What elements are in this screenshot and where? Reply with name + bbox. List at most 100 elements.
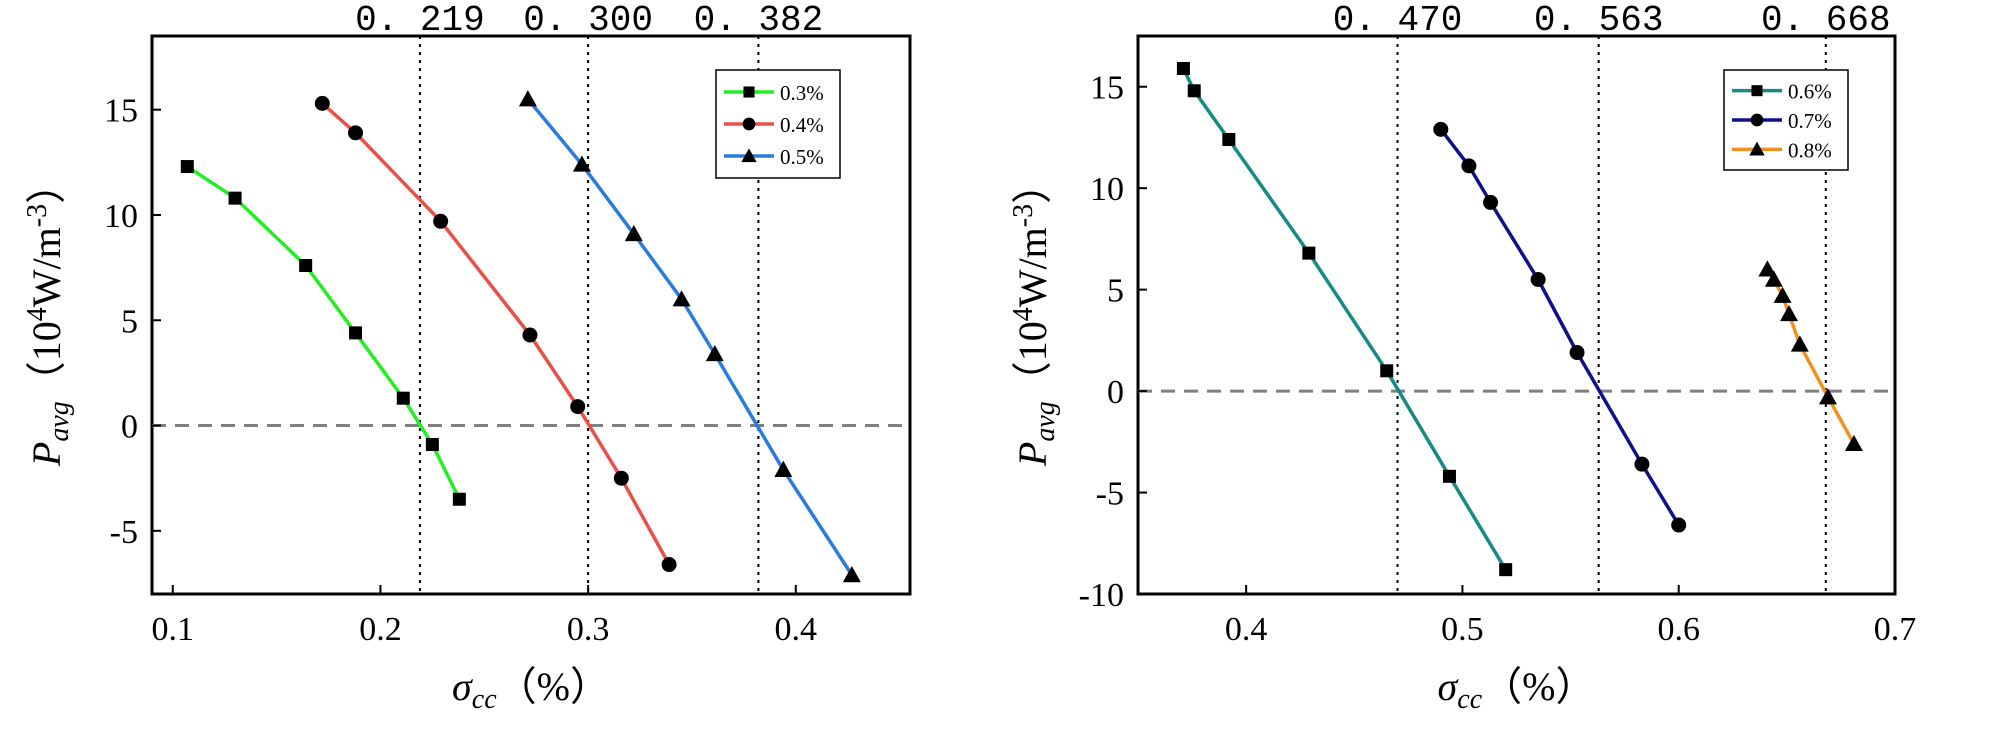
data-point xyxy=(1483,194,1499,210)
data-point xyxy=(180,160,194,174)
data-point xyxy=(661,557,677,573)
x-axis-subscript: cc xyxy=(1457,684,1482,715)
data-point xyxy=(349,326,363,340)
data-point xyxy=(1302,246,1316,260)
x-axis-title: σcc（%） xyxy=(452,664,610,715)
legend-label: 0.7% xyxy=(1788,109,1832,133)
legend-label: 0.3% xyxy=(780,81,824,105)
legend-label: 0.5% xyxy=(780,145,824,169)
y-axis-subscript: avg xyxy=(1030,401,1061,441)
critical-label: 0. 668 xyxy=(1761,0,1891,41)
data-point xyxy=(348,125,364,141)
y-axis-unit: （10 xyxy=(24,321,69,401)
x-axis-subscript: cc xyxy=(472,684,497,715)
x-tick-label: 0.4 xyxy=(1225,611,1268,648)
data-point xyxy=(1671,517,1687,533)
y-tick-label: 0 xyxy=(121,409,138,446)
data-point xyxy=(1530,271,1546,287)
y-tick-label: 15 xyxy=(1090,70,1124,107)
y-axis-unit-exponent: 4 xyxy=(1008,307,1039,321)
chart-panel-2: 0. 470 0. 563 0. 668 0.4 0.5 0.6 0.7 -10 -5 0 5 10 1… xyxy=(1008,0,1916,715)
data-point xyxy=(570,399,586,415)
data-point xyxy=(774,460,793,477)
y-axis-symbol: P xyxy=(1010,442,1055,467)
data-point xyxy=(518,90,537,107)
legend-marker xyxy=(1750,113,1764,127)
legend-marker xyxy=(743,86,755,98)
legend-label: 0.8% xyxy=(1788,138,1832,162)
x-tick-label: 0.4 xyxy=(775,611,818,648)
data-point xyxy=(1818,388,1837,405)
critical-label: 0. 300 xyxy=(523,0,653,41)
x-axis-unit: （%） xyxy=(497,664,610,709)
legend-label: 0.4% xyxy=(780,113,824,137)
data-point xyxy=(1764,270,1783,287)
series-line-0.4% xyxy=(321,102,671,566)
x-axis-unit: （%） xyxy=(1482,664,1595,709)
data-point xyxy=(1569,345,1585,361)
y-axis-unit: ） xyxy=(24,164,69,204)
data-point xyxy=(1634,456,1650,472)
data-point xyxy=(842,566,861,583)
y-tick-label: 0 xyxy=(1107,374,1124,411)
y-tick-label: -5 xyxy=(1096,476,1124,513)
data-point xyxy=(522,327,538,343)
data-point xyxy=(396,391,410,405)
data-point xyxy=(1780,304,1799,322)
y-axis-unit: W/m xyxy=(1010,227,1055,307)
y-tick-label: -5 xyxy=(110,514,138,551)
data-point xyxy=(452,492,466,506)
x-tick-label: 0.6 xyxy=(1657,611,1700,648)
plot-frame xyxy=(1136,34,1897,596)
critical-label: 0. 563 xyxy=(1534,0,1664,41)
data-point xyxy=(1380,364,1394,378)
x-tick-label: 0.3 xyxy=(567,611,610,648)
y-axis-unit-exponent: -3 xyxy=(22,204,53,227)
legend-marker xyxy=(741,148,757,163)
data-point xyxy=(672,290,691,307)
legend-marker xyxy=(1749,141,1765,156)
y-tick-label: 5 xyxy=(121,303,138,340)
critical-label: 0. 382 xyxy=(694,0,824,41)
critical-label: 0. 219 xyxy=(355,0,485,41)
x-tick-label: 0.1 xyxy=(152,611,195,648)
y-tick-label: 10 xyxy=(1090,171,1124,208)
legend-marker xyxy=(1751,85,1763,97)
data-point xyxy=(1442,469,1456,483)
data-point xyxy=(314,95,330,111)
data-point xyxy=(1844,434,1863,452)
x-tick-label: 0.2 xyxy=(359,611,402,648)
data-point xyxy=(1499,563,1513,577)
y-tick-label: -10 xyxy=(1079,577,1124,614)
data-point xyxy=(433,213,449,229)
critical-label: 0. 470 xyxy=(1333,0,1463,41)
data-point xyxy=(705,344,724,362)
data-point xyxy=(1433,121,1449,137)
y-tick-label: 15 xyxy=(104,93,138,130)
y-axis-unit: ） xyxy=(1010,164,1055,204)
legend: 0.6% 0.7% 0.8% xyxy=(1723,69,1849,171)
y-axis-unit: （10 xyxy=(1010,321,1055,401)
data-point xyxy=(1758,260,1777,277)
x-tick-label: 0.7 xyxy=(1874,611,1917,648)
plot-frame xyxy=(150,34,912,596)
x-axis-symbol: σ xyxy=(1438,664,1459,709)
y-axis-subscript: avg xyxy=(44,401,75,441)
legend-marker xyxy=(742,117,756,131)
series-line-0.3% xyxy=(186,165,461,500)
chart-panel-1: 0. 219 0. 300 0. 382 0.1 0.2 0.3 0.4 -5 0 5 10 15 0.… xyxy=(22,0,912,715)
x-axis-title: σcc（%） xyxy=(1438,664,1596,715)
data-point xyxy=(1176,61,1190,75)
data-point xyxy=(228,191,242,205)
data-point xyxy=(1222,132,1236,146)
x-axis-symbol: σ xyxy=(452,664,473,709)
y-tick-label: 5 xyxy=(1107,273,1124,310)
data-point xyxy=(1790,335,1809,352)
data-point xyxy=(425,437,439,451)
data-point xyxy=(1461,158,1477,174)
y-axis-title: Pavg（104W/m-3） xyxy=(1008,164,1061,467)
legend: 0.3% 0.4% 0.5% xyxy=(715,69,841,179)
y-tick-label: 10 xyxy=(104,198,138,235)
